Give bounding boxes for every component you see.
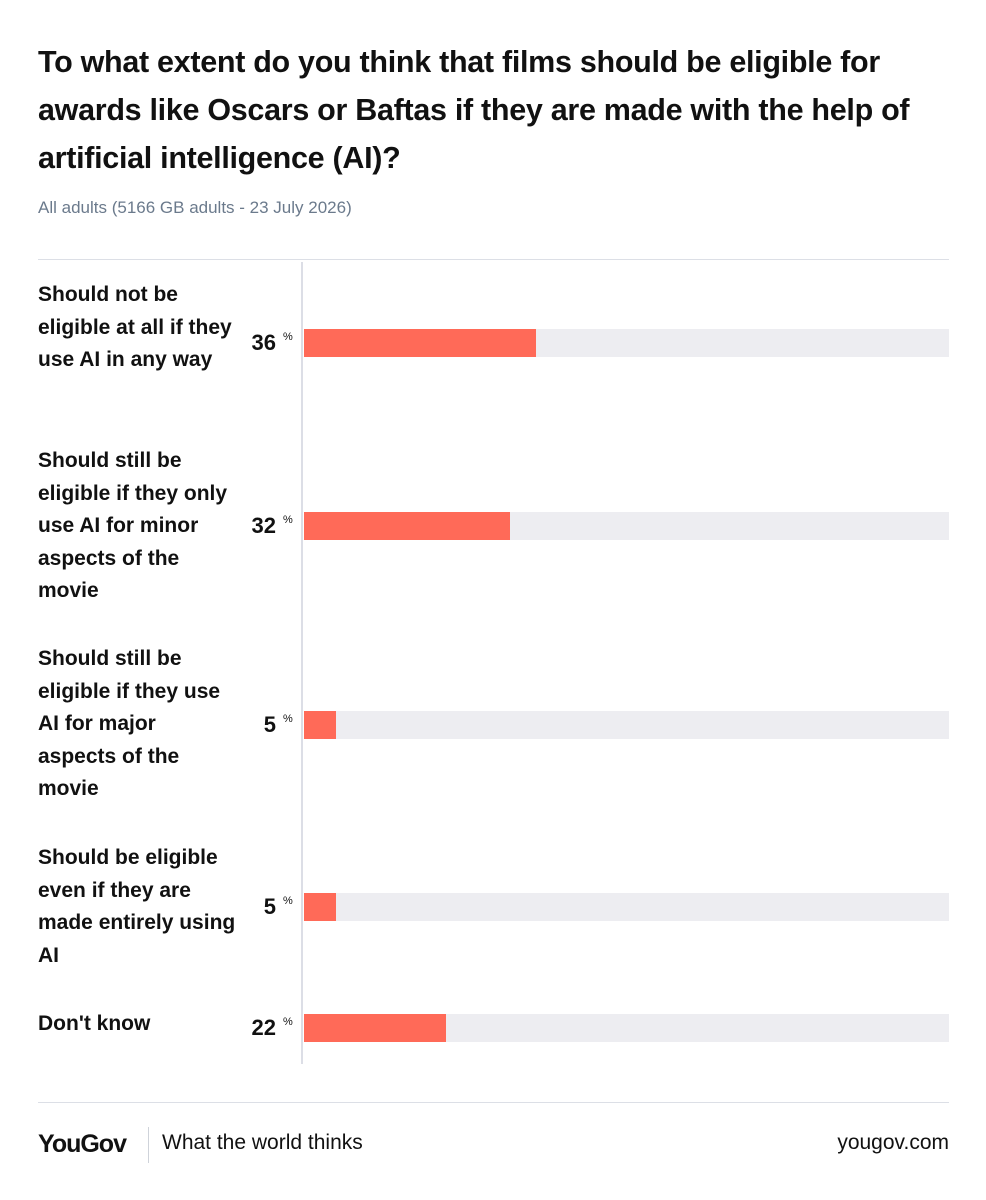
top-divider xyxy=(38,259,949,260)
chart-title: To what extent do you think that films s… xyxy=(38,45,910,175)
data-label: 5 xyxy=(263,712,276,737)
footer-url[interactable]: yougov.com xyxy=(837,1131,949,1154)
percent-sign: % xyxy=(283,895,293,907)
data-label: 36 xyxy=(251,330,276,355)
category-label: Don't know xyxy=(38,1012,151,1035)
percent-sign: % xyxy=(283,514,293,526)
footer-tagline: What the world thinks xyxy=(162,1131,363,1154)
percent-sign: % xyxy=(283,1016,293,1028)
data-label: 32 xyxy=(251,513,276,538)
axis-line xyxy=(301,262,303,1064)
yougov-logo: YouGov xyxy=(38,1130,127,1158)
percent-sign: % xyxy=(283,331,293,343)
data-label: 5 xyxy=(263,894,276,919)
bar xyxy=(304,512,511,540)
bar xyxy=(304,1014,446,1042)
category-label: Should still be eligible if they only us… xyxy=(38,449,228,602)
category-label: Should be eligible even if they are made… xyxy=(38,846,236,967)
bar-track xyxy=(304,893,949,921)
footer-separator xyxy=(148,1127,149,1163)
chart-subtitle: All adults (5166 GB adults - 23 July 202… xyxy=(38,198,352,217)
category-label: Should still be eligible if they use AI … xyxy=(38,647,221,800)
data-label: 22 xyxy=(251,1015,276,1040)
footer-divider xyxy=(38,1102,949,1103)
bar xyxy=(304,711,337,739)
percent-sign: % xyxy=(283,713,293,725)
bar-track xyxy=(304,711,949,739)
bar xyxy=(304,329,537,357)
category-label: Should not be eligible at all if they us… xyxy=(38,283,232,371)
bar xyxy=(304,893,337,921)
